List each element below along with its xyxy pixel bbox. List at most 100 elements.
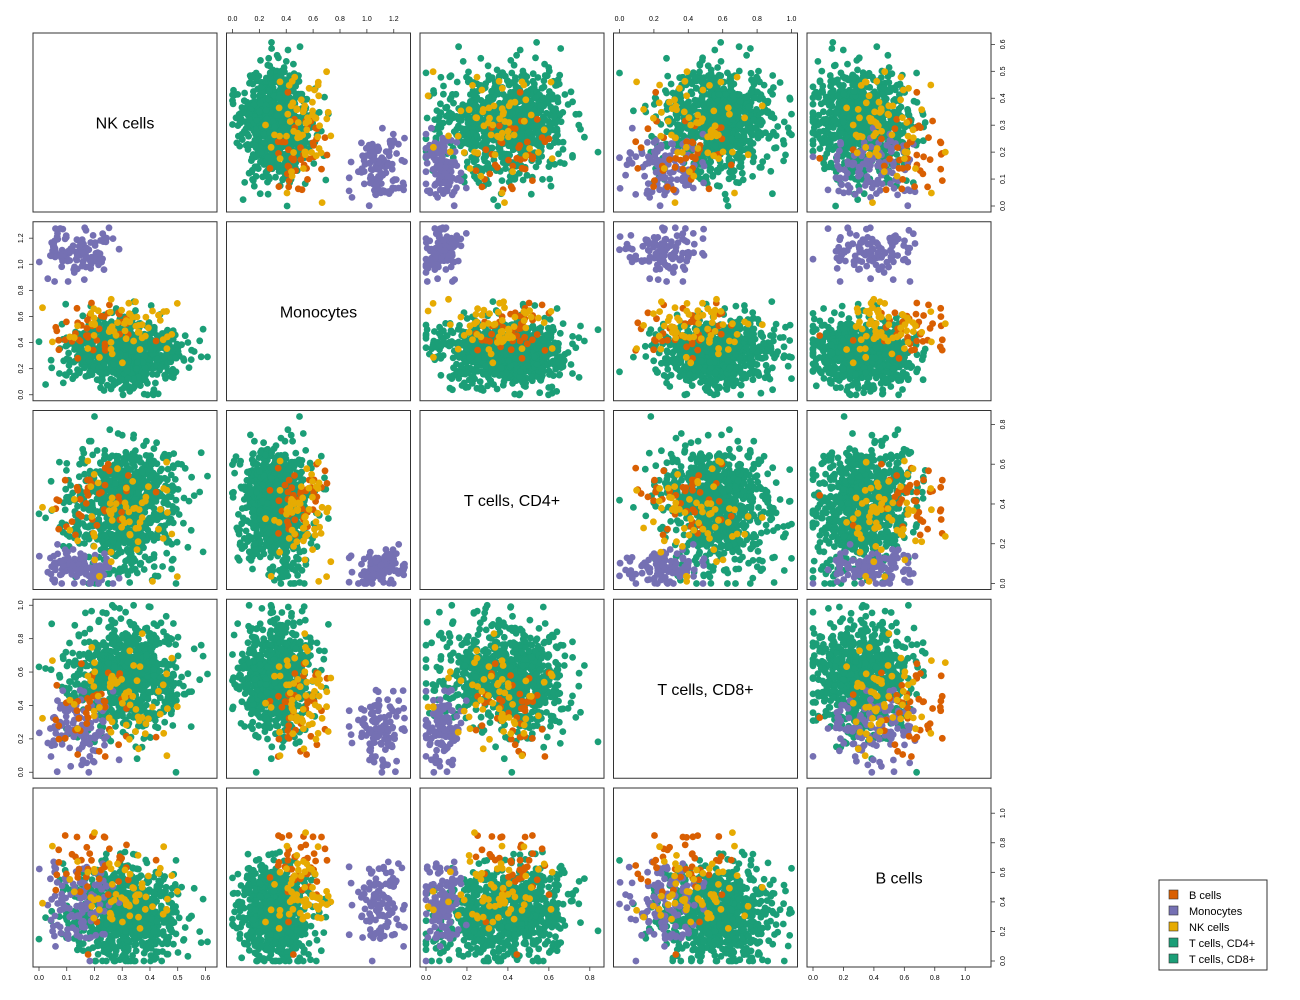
data-point [384,188,392,196]
data-point [423,114,431,122]
data-point [462,125,470,133]
data-point [401,158,408,166]
data-point [487,131,495,139]
data-point [245,132,253,140]
data-point [676,84,683,92]
data-point [694,145,702,152]
data-point [470,90,478,98]
data-point [251,142,259,150]
data-point [276,155,284,163]
data-point [899,176,907,183]
data-point [379,124,386,132]
data-point [99,230,107,238]
data-point [366,174,374,182]
data-point [268,39,275,46]
data-point [134,358,142,366]
data-point [809,129,817,137]
data-point [853,149,861,157]
data-point [377,169,385,177]
data-point [825,163,833,171]
data-point [442,104,449,112]
data-point [780,157,787,165]
data-point [519,165,527,172]
data-point [839,73,847,81]
data-point [305,84,313,92]
data-point [264,190,272,198]
data-point [473,73,481,81]
data-point [929,117,936,125]
data-point [282,58,290,65]
data-point [422,180,430,188]
data-point [428,124,435,132]
data-point [843,169,851,177]
data-point [717,78,725,86]
data-point [70,269,78,276]
data-point [735,43,743,51]
data-point [780,118,788,126]
data-point [474,149,481,157]
data-point [302,151,309,159]
data-point [654,144,661,152]
data-point [239,196,247,204]
data-point [35,258,43,266]
data-point [69,247,77,254]
data-point [527,190,535,198]
data-point [713,84,721,92]
data-point [235,111,243,119]
data-point [173,340,181,348]
data-point [616,154,623,162]
data-point [440,142,447,150]
data-point [318,165,325,173]
data-point [541,116,549,123]
data-point [507,89,514,96]
data-point [926,156,934,164]
data-point [518,78,526,86]
data-point [477,54,485,62]
data-point [911,183,918,191]
data-point [504,77,511,85]
data-point [535,149,542,156]
panel-0-0: NK cells [32,32,218,213]
data-point [116,350,124,358]
data-point [94,249,102,257]
data-point [59,379,67,387]
data-point [252,130,259,138]
data-point [298,186,306,194]
data-point [854,66,861,74]
data-point [937,165,945,173]
data-point [276,132,283,140]
data-point [616,69,623,77]
data-point [698,57,706,64]
data-point [896,80,904,88]
data-point [429,166,437,173]
data-point [913,69,920,77]
data-point [133,365,141,373]
data-point [368,166,376,174]
data-point [741,114,748,122]
data-point [263,115,271,123]
data-point [825,144,833,152]
data-point [817,100,825,108]
data-point [705,185,713,193]
data-point [919,170,927,178]
data-point [511,125,519,133]
data-point [297,90,304,98]
data-point [422,168,430,176]
data-point [253,117,261,124]
data-point [466,165,474,172]
data-point [121,383,128,391]
data-point [711,46,719,54]
data-point [450,202,458,210]
data-point [256,99,264,107]
data-point [42,381,49,388]
data-point [107,375,115,383]
data-point [197,353,205,361]
data-point [161,353,169,361]
data-point [238,136,246,144]
data-point [76,369,83,377]
data-point [537,102,545,110]
data-point [281,68,288,76]
data-point [264,154,272,161]
data-point [275,94,283,102]
data-point [816,134,824,142]
